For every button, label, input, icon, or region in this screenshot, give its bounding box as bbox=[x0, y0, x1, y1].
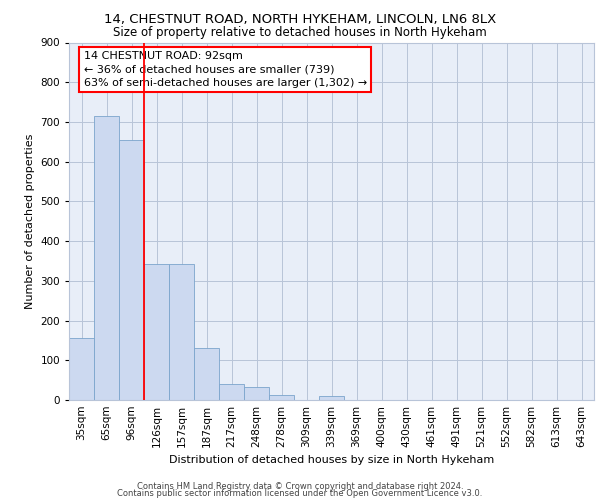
Bar bbox=[244, 387, 269, 400]
Text: 14 CHESTNUT ROAD: 92sqm
← 36% of detached houses are smaller (739)
63% of semi-d: 14 CHESTNUT ROAD: 92sqm ← 36% of detache… bbox=[83, 51, 367, 88]
Text: Contains HM Land Registry data © Crown copyright and database right 2024.: Contains HM Land Registry data © Crown c… bbox=[137, 482, 463, 491]
Bar bbox=[69, 338, 94, 400]
Text: Size of property relative to detached houses in North Hykeham: Size of property relative to detached ho… bbox=[113, 26, 487, 39]
Bar bbox=[319, 396, 344, 400]
Bar bbox=[269, 395, 294, 400]
X-axis label: Distribution of detached houses by size in North Hykeham: Distribution of detached houses by size … bbox=[169, 456, 494, 466]
Bar bbox=[119, 140, 144, 400]
Bar bbox=[194, 348, 219, 400]
Bar bbox=[94, 116, 119, 400]
Bar bbox=[144, 264, 169, 400]
Y-axis label: Number of detached properties: Number of detached properties bbox=[25, 134, 35, 309]
Text: Contains public sector information licensed under the Open Government Licence v3: Contains public sector information licen… bbox=[118, 489, 482, 498]
Bar bbox=[219, 384, 244, 400]
Bar bbox=[169, 264, 194, 400]
Text: 14, CHESTNUT ROAD, NORTH HYKEHAM, LINCOLN, LN6 8LX: 14, CHESTNUT ROAD, NORTH HYKEHAM, LINCOL… bbox=[104, 12, 496, 26]
